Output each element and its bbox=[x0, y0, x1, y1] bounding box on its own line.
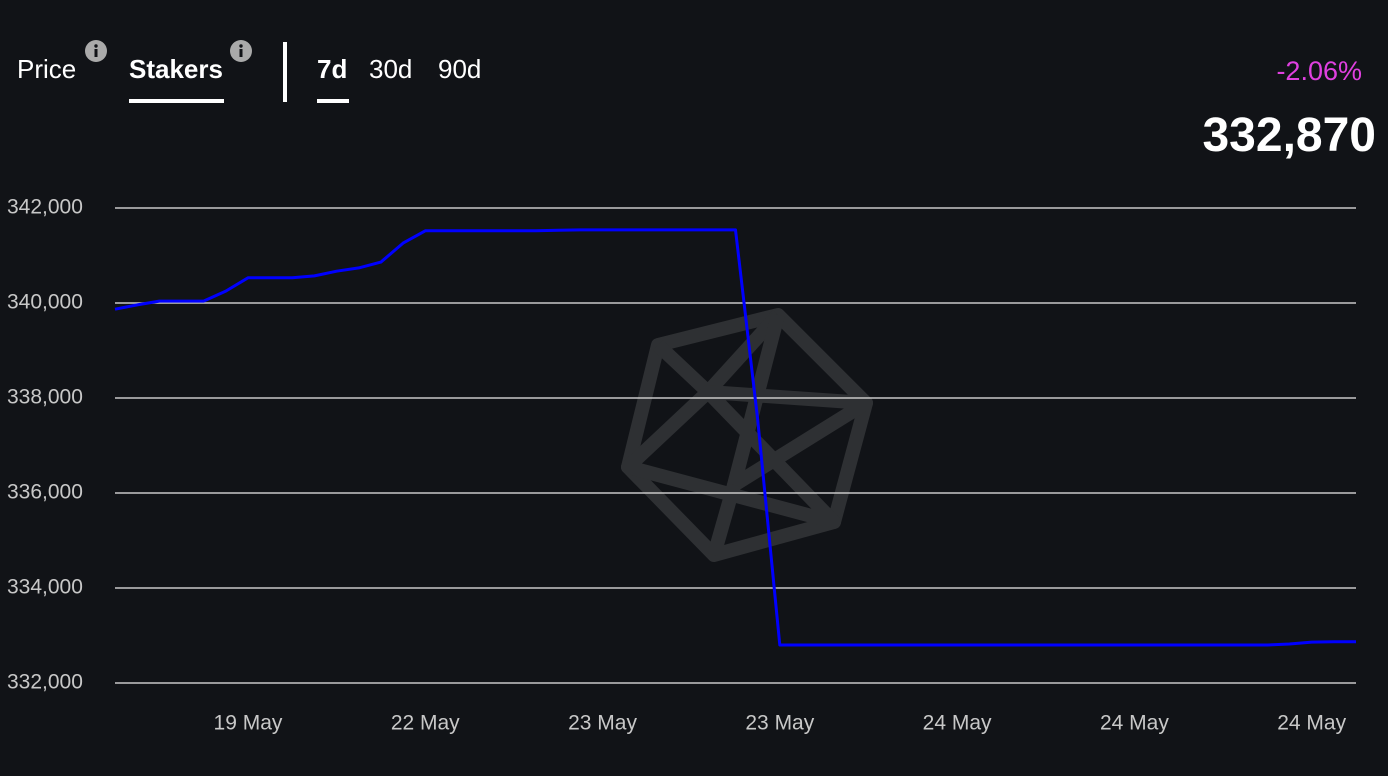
x-tick-label: 23 May bbox=[745, 712, 814, 735]
x-tick-label: 22 May bbox=[391, 712, 460, 735]
tab-underline bbox=[129, 99, 224, 103]
y-tick-label: 334,000 bbox=[7, 576, 83, 599]
current-value: 332,870 bbox=[1202, 109, 1376, 162]
y-tick-label: 342,000 bbox=[7, 196, 83, 219]
period[interactable]: 90d bbox=[438, 54, 482, 84]
y-tick-label: 338,000 bbox=[7, 386, 83, 409]
x-tick-label: 24 May bbox=[1100, 712, 1169, 735]
y-tick-label: 332,000 bbox=[7, 671, 83, 694]
period-selected[interactable]: 7d bbox=[317, 54, 348, 84]
x-tick-label: 19 May bbox=[214, 712, 283, 735]
x-tick-label: 23 May bbox=[568, 712, 637, 735]
x-tick-label: 24 May bbox=[1277, 712, 1346, 735]
y-tick-label: 340,000 bbox=[7, 291, 83, 314]
period[interactable]: 30d bbox=[369, 54, 413, 84]
tab-selected[interactable]: Stakers bbox=[129, 54, 223, 84]
x-tick-label: 24 May bbox=[923, 712, 992, 735]
period-underline bbox=[317, 99, 349, 103]
watermark bbox=[621, 308, 873, 562]
y-tick-label: 336,000 bbox=[7, 481, 83, 504]
line bbox=[114, 228, 1356, 647]
tab[interactable]: Price bbox=[17, 54, 77, 84]
change: -2.06% bbox=[1276, 56, 1362, 86]
separator bbox=[283, 42, 287, 102]
info-icon[interactable] bbox=[85, 40, 107, 62]
info-icon[interactable] bbox=[230, 40, 252, 62]
